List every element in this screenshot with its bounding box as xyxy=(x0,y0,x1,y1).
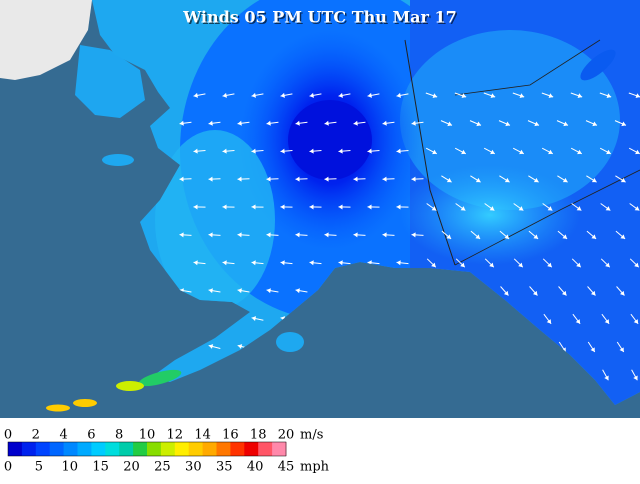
ms-tick-label: 14 xyxy=(194,428,211,443)
color-swatch xyxy=(64,442,78,456)
color-swatch xyxy=(8,442,22,456)
title: Winds 05 PM UTC Thu Mar 17 xyxy=(182,8,457,27)
color-swatch xyxy=(133,442,147,456)
color-swatch xyxy=(217,442,231,456)
mph-tick-label: 0 xyxy=(4,460,12,475)
color-swatch xyxy=(272,442,286,456)
color-swatch xyxy=(50,442,64,456)
color-swatch xyxy=(91,442,105,456)
ms-tick-label: 10 xyxy=(139,428,156,443)
island xyxy=(102,154,134,166)
ms-tick-label: 4 xyxy=(59,428,67,443)
color-swatch xyxy=(78,442,92,456)
island xyxy=(116,381,144,391)
mph-tick-label: 30 xyxy=(185,460,202,475)
mph-tick-label: 20 xyxy=(123,460,140,475)
island xyxy=(276,332,304,352)
color-swatch xyxy=(36,442,50,456)
color-swatch xyxy=(258,442,272,456)
mph-tick-label: 35 xyxy=(216,460,233,475)
color-swatch xyxy=(161,442,175,456)
mph-tick-label: 25 xyxy=(154,460,171,475)
mph-tick-label: 15 xyxy=(92,460,109,475)
mph-tick-label: 10 xyxy=(62,460,79,475)
ms-tick-label: 16 xyxy=(222,428,239,443)
color-swatch xyxy=(175,442,189,456)
color-swatch xyxy=(22,442,36,456)
unit-mph: mph xyxy=(300,460,330,475)
mph-tick-label: 5 xyxy=(35,460,43,475)
color-swatch xyxy=(244,442,258,456)
color-swatch xyxy=(119,442,133,456)
color-swatch xyxy=(147,442,161,456)
mph-tick-label: 40 xyxy=(247,460,264,475)
ms-tick-label: 18 xyxy=(250,428,267,443)
ms-tick-label: 20 xyxy=(278,428,295,443)
island xyxy=(46,405,70,412)
mph-tick-label: 45 xyxy=(278,460,295,475)
ms-tick-label: 2 xyxy=(32,428,40,443)
color-swatch xyxy=(203,442,217,456)
ms-tick-label: 6 xyxy=(87,428,95,443)
ms-tick-label: 0 xyxy=(4,428,12,443)
ms-tick-label: 12 xyxy=(167,428,184,443)
color-swatch xyxy=(105,442,119,456)
unit-ms: m/s xyxy=(300,428,323,443)
colorbar: 0 2 4 6 8 10 12 14 16 18 20 0 5 10 15 20 25 30 35 40 45 xyxy=(4,428,294,475)
color-swatch xyxy=(230,442,244,456)
color-swatch xyxy=(189,442,203,456)
island xyxy=(73,399,97,407)
ms-tick-label: 8 xyxy=(115,428,123,443)
